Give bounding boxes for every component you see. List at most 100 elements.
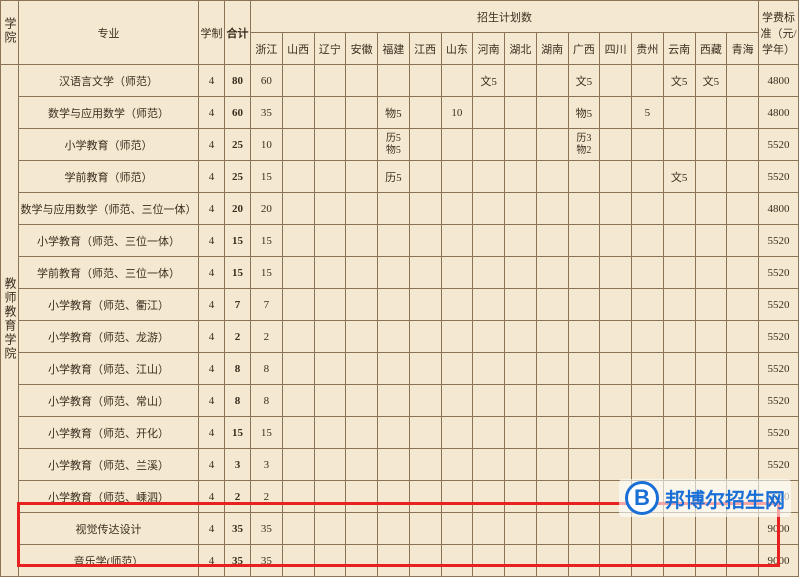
fee-cell: 4800 xyxy=(759,193,799,225)
plan-cell xyxy=(568,353,600,385)
plan-cell xyxy=(314,321,346,353)
major-cell: 小学教育（师范、开化） xyxy=(19,417,199,449)
plan-cell: 20 xyxy=(251,193,283,225)
plan-cell xyxy=(346,257,378,289)
plan-cell xyxy=(505,449,537,481)
system-cell: 4 xyxy=(199,97,225,129)
plan-cell xyxy=(568,289,600,321)
plan-cell xyxy=(505,289,537,321)
plan-cell xyxy=(378,225,410,257)
major-cell: 学前教育（师范） xyxy=(19,161,199,193)
table-row: 教师教育学院汉语言文学（师范）48060文5文5文5文54800 xyxy=(1,65,799,97)
plan-cell xyxy=(568,321,600,353)
plan-cell xyxy=(536,257,568,289)
plan-cell xyxy=(568,257,600,289)
header-province: 辽宁 xyxy=(314,33,346,65)
total-cell: 8 xyxy=(225,353,251,385)
plan-cell xyxy=(568,481,600,513)
plan-cell xyxy=(378,417,410,449)
plan-cell xyxy=(727,449,759,481)
plan-cell xyxy=(632,257,664,289)
plan-cell xyxy=(695,97,727,129)
plan-cell xyxy=(314,97,346,129)
plan-cell xyxy=(409,353,441,385)
plan-cell: 物5 xyxy=(378,97,410,129)
plan-cell xyxy=(663,353,695,385)
total-cell: 7 xyxy=(225,289,251,321)
plan-cell xyxy=(632,161,664,193)
plan-cell xyxy=(536,161,568,193)
plan-cell xyxy=(695,417,727,449)
plan-cell: 35 xyxy=(251,513,283,545)
plan-cell xyxy=(441,481,473,513)
plan-cell xyxy=(536,321,568,353)
plan-cell xyxy=(727,321,759,353)
plan-cell xyxy=(600,257,632,289)
plan-cell: 15 xyxy=(251,225,283,257)
plan-cell: 15 xyxy=(251,257,283,289)
plan-cell xyxy=(473,321,505,353)
header-province: 浙江 xyxy=(251,33,283,65)
plan-cell xyxy=(346,129,378,161)
plan-cell xyxy=(505,97,537,129)
major-cell: 汉语言文学（师范） xyxy=(19,65,199,97)
plan-cell xyxy=(600,225,632,257)
plan-cell xyxy=(536,225,568,257)
plan-cell xyxy=(314,257,346,289)
plan-cell xyxy=(663,513,695,545)
plan-cell xyxy=(568,225,600,257)
plan-cell xyxy=(727,513,759,545)
plan-cell xyxy=(441,513,473,545)
plan-cell xyxy=(695,129,727,161)
system-cell: 4 xyxy=(199,385,225,417)
plan-cell xyxy=(663,321,695,353)
plan-cell: 3 xyxy=(251,449,283,481)
plan-cell xyxy=(663,97,695,129)
watermark: B 邦博尔招生网 xyxy=(619,479,791,517)
plan-cell xyxy=(346,385,378,417)
plan-cell xyxy=(378,481,410,513)
plan-cell xyxy=(409,417,441,449)
plan-cell xyxy=(473,289,505,321)
total-cell: 2 xyxy=(225,481,251,513)
plan-cell: 15 xyxy=(251,417,283,449)
plan-cell: 5 xyxy=(632,97,664,129)
plan-cell xyxy=(632,353,664,385)
plan-cell xyxy=(409,193,441,225)
plan-cell xyxy=(314,193,346,225)
fee-cell: 9000 xyxy=(759,513,799,545)
plan-cell xyxy=(282,97,314,129)
plan-cell xyxy=(409,65,441,97)
total-cell: 2 xyxy=(225,321,251,353)
plan-cell xyxy=(505,225,537,257)
plan-cell xyxy=(441,193,473,225)
plan-cell xyxy=(505,321,537,353)
plan-cell xyxy=(568,513,600,545)
plan-cell: 10 xyxy=(251,129,283,161)
plan-cell xyxy=(568,417,600,449)
plan-cell xyxy=(695,225,727,257)
plan-cell xyxy=(282,385,314,417)
plan-cell xyxy=(409,97,441,129)
plan-cell xyxy=(663,257,695,289)
table-row: 小学教育（师范、兰溪）4335520 xyxy=(1,449,799,481)
header-province: 河南 xyxy=(473,33,505,65)
table-row: 小学教育（师范、衢江）4775520 xyxy=(1,289,799,321)
plan-cell xyxy=(314,65,346,97)
plan-cell xyxy=(282,193,314,225)
system-cell: 4 xyxy=(199,161,225,193)
plan-cell xyxy=(441,417,473,449)
header-college: 学院 xyxy=(2,17,19,45)
plan-cell xyxy=(409,225,441,257)
plan-cell: 60 xyxy=(251,65,283,97)
plan-cell xyxy=(536,97,568,129)
system-cell: 4 xyxy=(199,481,225,513)
system-cell: 4 xyxy=(199,417,225,449)
plan-cell xyxy=(536,65,568,97)
fee-cell: 5520 xyxy=(759,225,799,257)
plan-cell xyxy=(409,321,441,353)
header-province: 山西 xyxy=(282,33,314,65)
plan-cell xyxy=(536,417,568,449)
plan-cell xyxy=(505,353,537,385)
plan-cell xyxy=(346,353,378,385)
